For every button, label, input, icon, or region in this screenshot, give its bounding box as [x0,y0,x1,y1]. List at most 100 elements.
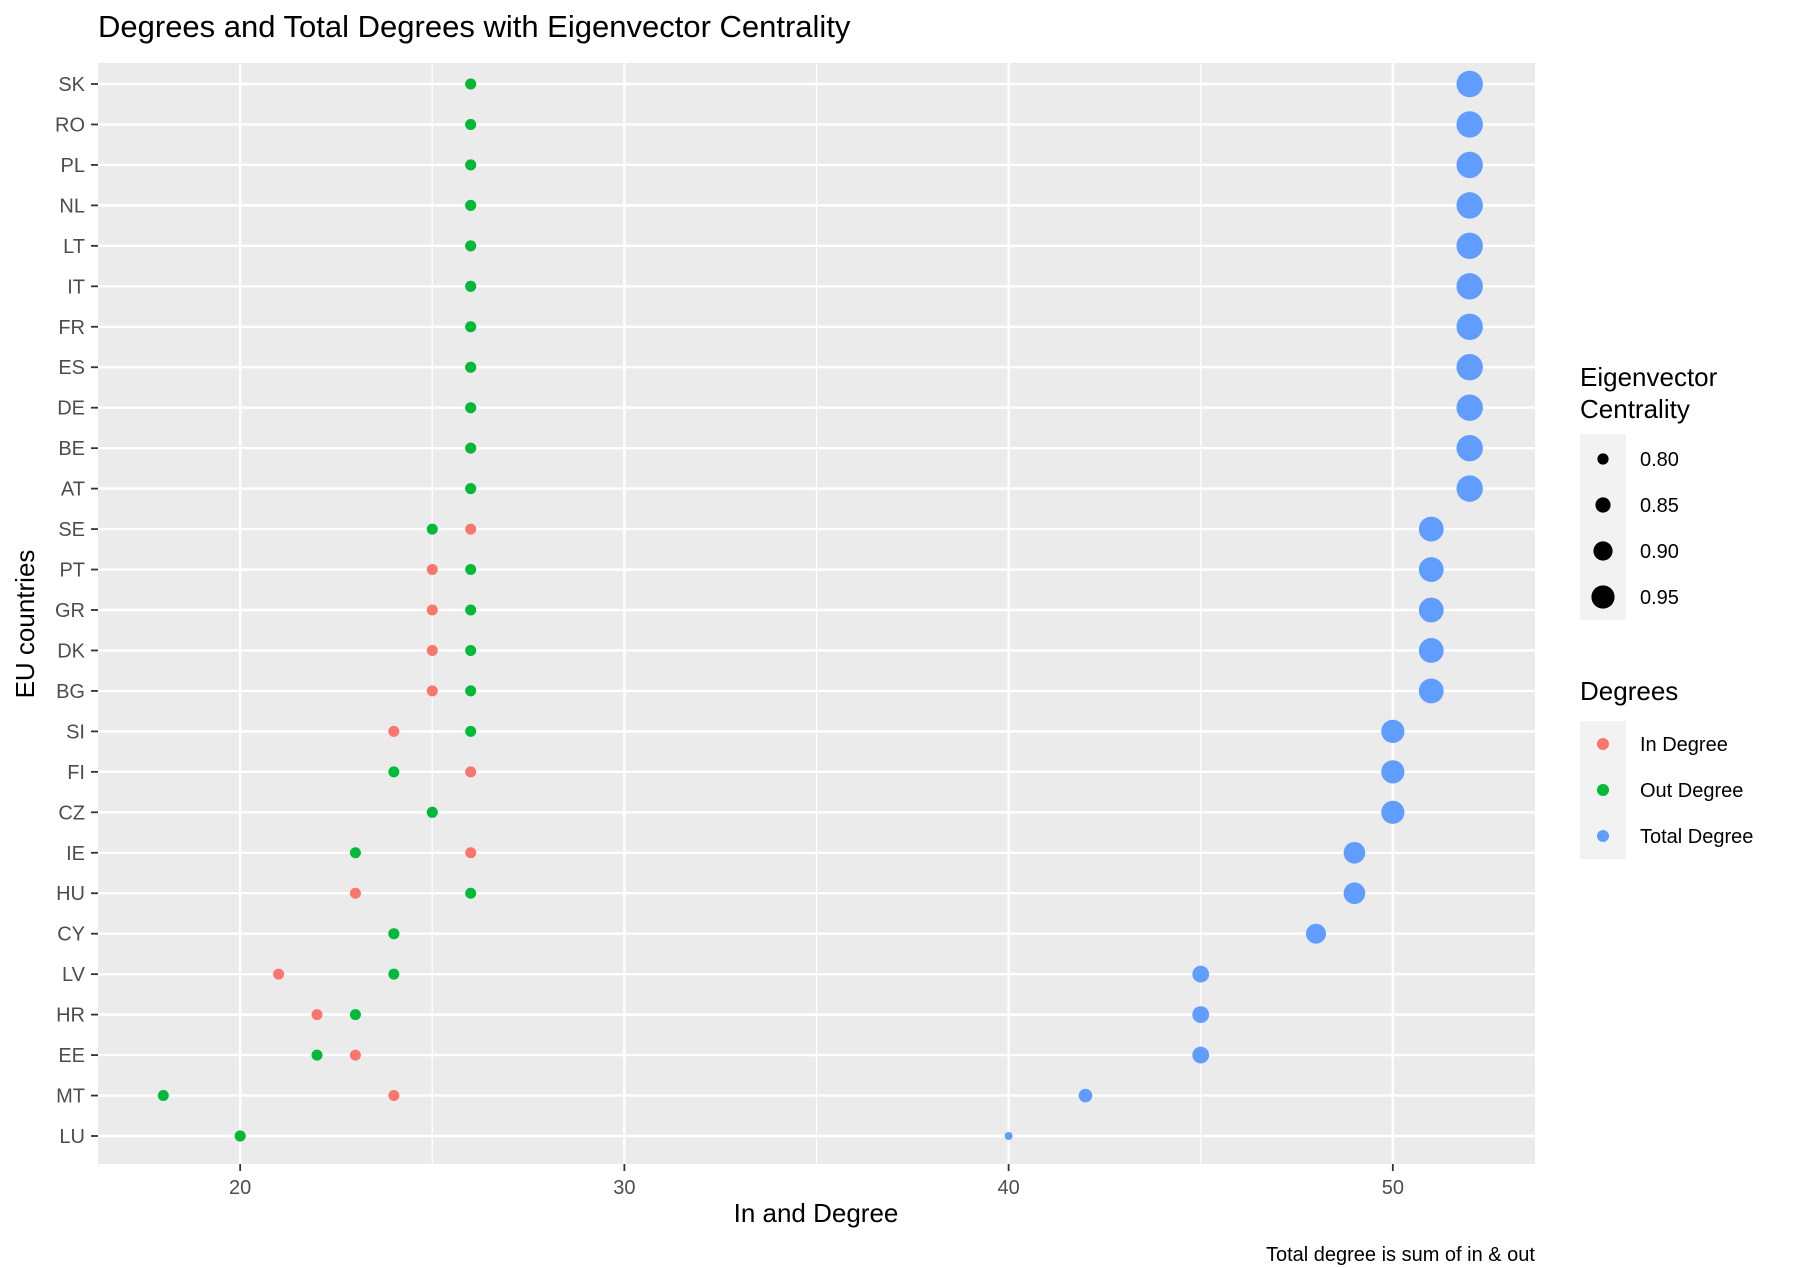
point-out-degree-gr [465,604,477,616]
y-tick-label: PT [59,560,85,582]
y-tick-label: HU [56,883,85,905]
y-tick-label: DK [57,640,85,662]
point-out-degree-at [465,483,477,495]
y-tick-label: LT [63,236,85,258]
plot-panel [98,63,1535,1164]
y-tick-label: PL [61,155,85,177]
y-tick-label: IT [67,276,85,298]
point-in-degree-mt [388,1090,400,1102]
x-tick-label: 20 [229,1177,251,1199]
size-legend-label: 0.80 [1640,449,1679,471]
y-axis: LU MT EE HR LV CY HU IE CZ FI SI BG DK GR PT SE AT BE DE ES… [55,74,98,1148]
x-tick-label: 50 [1382,1177,1404,1199]
y-tick-label: SK [58,74,85,96]
data-points [157,70,1483,1142]
point-out-degree-cz [426,806,438,818]
y-tick-label: SE [58,519,85,541]
size-legend-key [1597,453,1609,465]
size-legend-key [1591,585,1615,609]
size-legend-label: 0.85 [1640,495,1679,517]
point-total-degree-pl [1456,151,1483,179]
point-out-degree-dk [465,644,477,656]
point-total-degree-cy [1305,923,1326,944]
point-out-degree-pt [465,564,477,576]
point-out-degree-fr [465,321,477,333]
point-total-degree-nl [1456,192,1483,219]
point-total-degree-ro [1456,111,1483,138]
point-out-degree-nl [465,199,477,211]
y-tick-label: FR [58,317,85,339]
color-legend-title: Degrees [1580,676,1678,706]
size-legend-key [1593,541,1613,561]
y-tick-label: EE [58,1045,85,1067]
point-out-degree-sk [465,78,477,90]
point-out-degree-ro [465,118,477,130]
point-total-degree-si [1381,719,1405,743]
point-total-degree-gr [1418,597,1444,623]
point-in-degree-gr [426,604,438,616]
point-total-degree-fr [1456,313,1483,340]
size-legend-title: Centrality [1580,394,1690,424]
size-legend-label: 0.95 [1640,587,1679,609]
y-tick-label: LU [59,1126,85,1148]
y-tick-label: LV [62,964,86,986]
point-total-degree-be [1456,434,1483,462]
point-in-degree-pt [426,564,438,576]
x-axis: 20 30 40 50 [229,1164,1404,1199]
point-total-degree-es [1456,354,1483,381]
chart-title: Degrees and Total Degrees with Eigenvect… [98,9,851,44]
chart-caption: Total degree is sum of in & out [1266,1244,1535,1266]
point-out-degree-es [465,361,477,373]
y-tick-label: CY [57,924,85,946]
point-total-degree-se [1418,516,1444,542]
color-legend-label: Out Degree [1640,780,1743,802]
y-tick-label: FI [67,762,85,784]
point-total-degree-ie [1343,841,1366,864]
point-total-degree-ee [1192,1046,1210,1064]
point-total-degree-lu [1004,1132,1013,1140]
point-in-degree-bg [426,685,438,697]
size-legend-key [1595,497,1611,513]
color-legend-key [1597,738,1609,750]
y-tick-label: BE [58,438,85,460]
point-out-degree-be [465,442,477,454]
point-total-degree-lt [1456,232,1483,260]
point-total-degree-cz [1381,800,1405,824]
point-out-degree-de [465,402,477,414]
point-out-degree-lu [234,1130,246,1142]
point-out-degree-bg [465,685,477,697]
y-tick-label: CZ [58,802,85,824]
point-in-degree-se [465,523,477,535]
point-total-degree-fi [1381,760,1405,784]
point-total-degree-sk [1456,70,1483,98]
point-out-degree-si [465,725,477,737]
point-out-degree-lt [465,240,477,252]
point-total-degree-bg [1418,678,1444,704]
y-tick-label: HR [56,1005,85,1027]
point-out-degree-pl [465,159,477,171]
y-tick-label: BG [56,681,85,703]
point-out-degree-ie [349,847,361,859]
point-in-degree-lv [273,968,285,980]
y-axis-title: EU countries [10,550,40,699]
y-tick-label: MT [56,1086,85,1108]
color-legend-key [1597,784,1609,796]
point-in-degree-ee [349,1049,361,1061]
y-tick-label: ES [58,357,85,379]
point-total-degree-it [1456,273,1483,300]
point-total-degree-dk [1418,638,1444,663]
point-out-degree-lv [388,968,400,980]
point-total-degree-de [1456,394,1483,421]
point-out-degree-mt [157,1090,169,1102]
point-out-degree-ee [311,1049,323,1061]
point-total-degree-lv [1192,965,1210,983]
point-in-degree-hu [349,887,361,899]
point-in-degree-si [388,725,400,737]
point-in-degree-fi [465,766,477,778]
y-tick-label: DE [57,398,85,420]
y-tick-label: IE [66,843,85,865]
point-in-degree-hr [311,1009,323,1021]
color-legend-key [1597,830,1609,842]
